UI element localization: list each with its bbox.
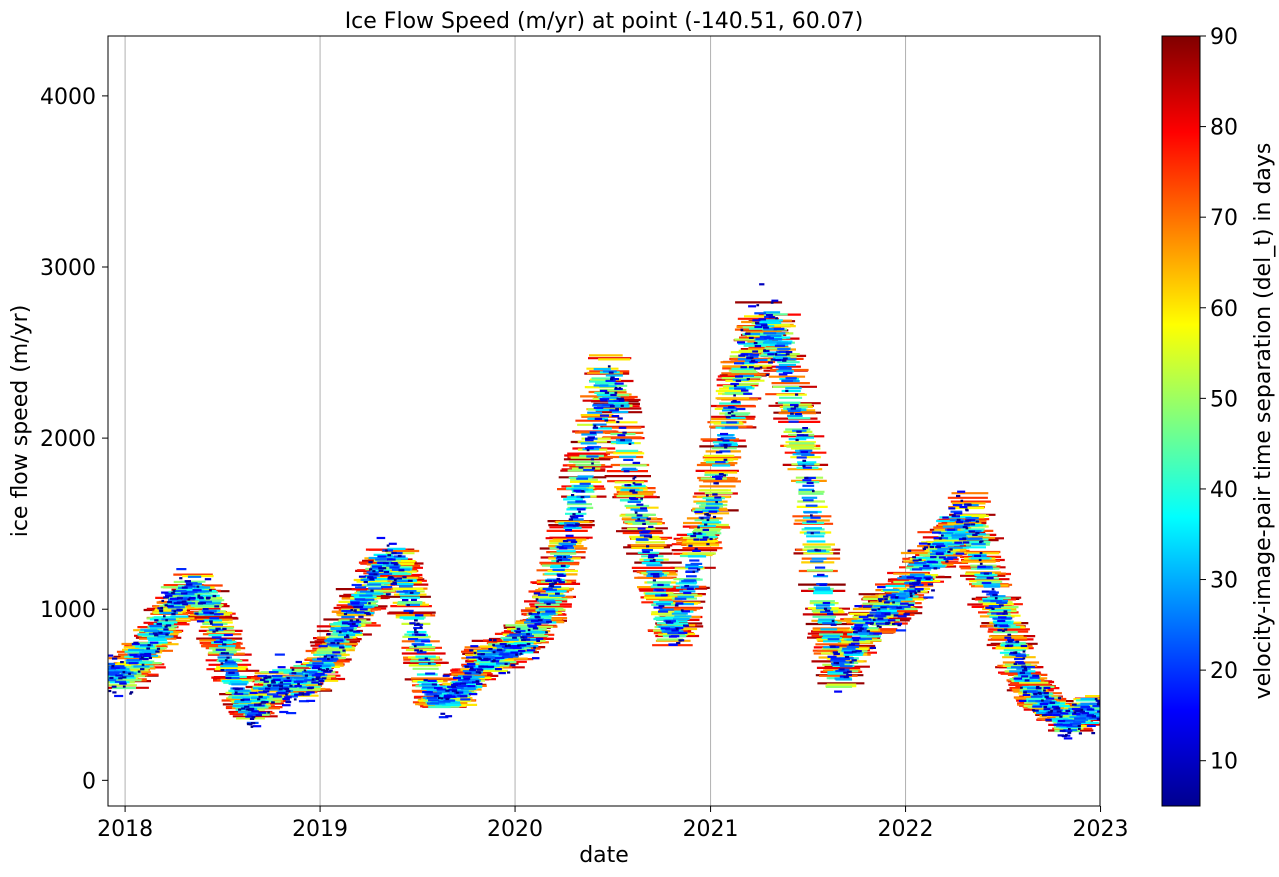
plot-frame bbox=[107, 35, 1101, 807]
y-tick-label: 1000 bbox=[40, 598, 96, 623]
colorbar-tick-label: 50 bbox=[1210, 387, 1238, 412]
x-axis-title: date bbox=[579, 843, 629, 868]
x-tick-label: 2019 bbox=[292, 817, 348, 842]
x-tick-label: 2018 bbox=[97, 817, 153, 842]
colorbar-tick-label: 90 bbox=[1210, 25, 1238, 50]
colorbar-tick-label: 30 bbox=[1210, 569, 1238, 594]
colorbar-tick-label: 20 bbox=[1210, 659, 1238, 684]
chart-title: Ice Flow Speed (m/yr) at point (-140.51,… bbox=[345, 9, 864, 34]
y-axis-ticks: 0 1000 2000 3000 4000 bbox=[40, 85, 108, 794]
colorbar bbox=[1161, 35, 1201, 807]
colorbar-tick-label: 40 bbox=[1210, 478, 1238, 503]
y-tick-label: 2000 bbox=[40, 427, 96, 452]
colorbar-tick-label: 60 bbox=[1210, 297, 1238, 322]
colorbar-tick-label: 80 bbox=[1210, 116, 1238, 141]
y-tick-label: 3000 bbox=[40, 256, 96, 281]
y-tick-label: 0 bbox=[82, 769, 96, 794]
colorbar-ticks: 10 20 30 40 50 60 70 80 90 bbox=[1200, 25, 1238, 775]
data-segments bbox=[108, 283, 1100, 740]
colorbar-tick-label: 10 bbox=[1210, 750, 1238, 775]
x-axis-ticks: 2018 2019 2020 2021 2022 2023 bbox=[97, 806, 1129, 842]
x-tick-label: 2020 bbox=[487, 817, 543, 842]
y-axis-title: ice flow speed (m/yr) bbox=[8, 305, 33, 538]
colorbar-tick-label: 70 bbox=[1210, 206, 1238, 231]
x-tick-label: 2023 bbox=[1073, 817, 1129, 842]
x-tick-label: 2021 bbox=[683, 817, 739, 842]
colorbar-label: velocity-image-pair time separation (del… bbox=[1251, 143, 1276, 700]
y-tick-label: 4000 bbox=[40, 85, 96, 110]
x-tick-label: 2022 bbox=[878, 817, 934, 842]
